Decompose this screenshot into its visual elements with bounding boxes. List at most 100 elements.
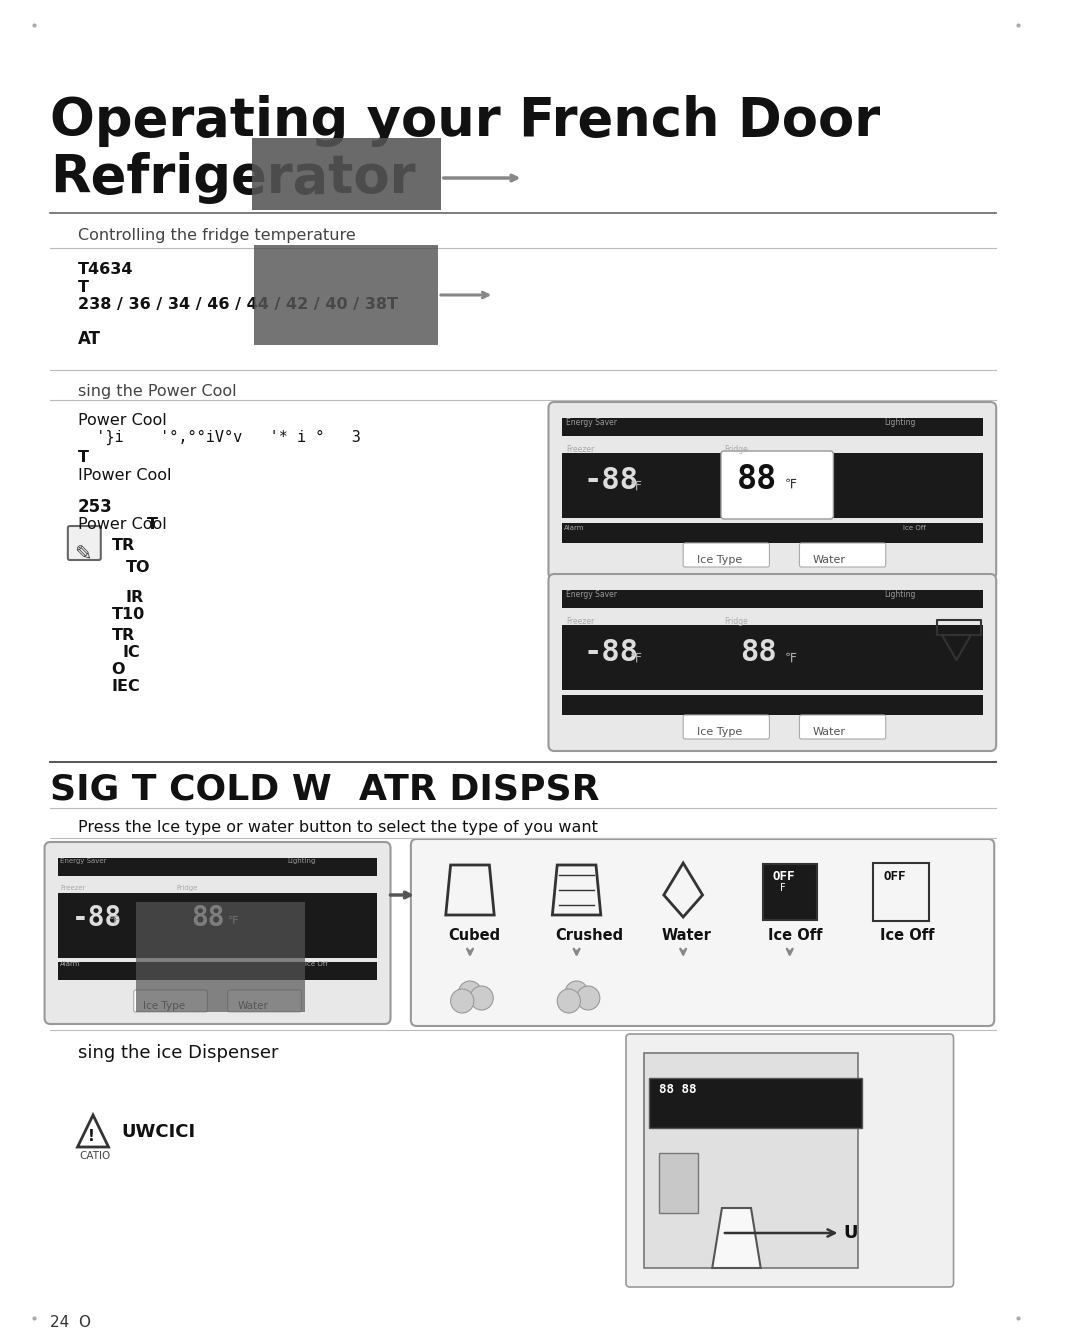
- FancyBboxPatch shape: [873, 864, 929, 921]
- Text: Power Cool: Power Cool: [78, 414, 166, 428]
- Text: TO: TO: [126, 560, 150, 575]
- Text: sing the Power Cool: sing the Power Cool: [78, 384, 237, 399]
- Text: Fridge: Fridge: [176, 885, 198, 890]
- Circle shape: [450, 988, 474, 1013]
- Text: UWCICI: UWCICI: [121, 1123, 195, 1142]
- Text: ℉: ℉: [630, 479, 642, 493]
- Text: ℉: ℉: [785, 478, 797, 492]
- Text: Alarm: Alarm: [564, 525, 584, 530]
- Text: Ice Off: Ice Off: [880, 928, 934, 943]
- Text: Energy Saver: Energy Saver: [60, 858, 107, 864]
- Text: Crushed: Crushed: [555, 928, 623, 943]
- Text: IR: IR: [126, 590, 145, 604]
- Bar: [252, 138, 441, 210]
- Text: Ice Off: Ice Off: [306, 962, 328, 967]
- Text: Water: Water: [662, 928, 712, 943]
- Text: IEC: IEC: [111, 680, 140, 694]
- Text: IPower Cool: IPower Cool: [78, 467, 171, 483]
- Text: Power Cool: Power Cool: [78, 517, 166, 532]
- FancyBboxPatch shape: [68, 526, 100, 560]
- Bar: [645, 1053, 858, 1268]
- Bar: [562, 522, 983, 543]
- Text: Water: Water: [813, 727, 846, 737]
- Text: -88: -88: [583, 638, 638, 667]
- Text: Ice Type: Ice Type: [697, 727, 742, 737]
- Text: SIG T COLD W: SIG T COLD W: [51, 772, 333, 806]
- Bar: [136, 902, 306, 1013]
- Bar: [562, 694, 983, 714]
- Text: Freezer: Freezer: [566, 445, 594, 454]
- Text: ℉: ℉: [108, 916, 119, 927]
- Bar: [659, 1154, 698, 1213]
- Text: OFF: OFF: [772, 870, 795, 882]
- Text: 24  O: 24 O: [51, 1315, 92, 1330]
- FancyBboxPatch shape: [549, 573, 996, 751]
- FancyBboxPatch shape: [799, 714, 886, 739]
- Text: Fridge: Fridge: [724, 616, 747, 626]
- Bar: [562, 418, 983, 436]
- Text: O: O: [111, 662, 125, 677]
- Text: Press the Ice type or water button to select the type of you want: Press the Ice type or water button to se…: [78, 821, 597, 835]
- Circle shape: [557, 988, 580, 1013]
- Bar: [58, 962, 377, 980]
- Text: 88: 88: [191, 904, 225, 932]
- Text: Lighting: Lighting: [883, 590, 915, 599]
- Text: ℉: ℉: [228, 916, 239, 927]
- Text: -88: -88: [583, 466, 638, 496]
- Text: '}i    '°,°°iV°v   '* i °   3: '}i '°,°°iV°v '* i ° 3: [78, 430, 361, 446]
- Circle shape: [458, 980, 482, 1005]
- Text: Lighting: Lighting: [883, 418, 915, 427]
- FancyBboxPatch shape: [410, 839, 995, 1026]
- Text: CATIO: CATIO: [80, 1151, 111, 1160]
- Text: F: F: [780, 882, 786, 893]
- Text: Ice Type: Ice Type: [144, 1001, 186, 1011]
- Text: Ice Type: Ice Type: [697, 555, 742, 565]
- Text: T: T: [78, 450, 89, 465]
- Bar: [58, 893, 377, 958]
- FancyBboxPatch shape: [684, 543, 769, 567]
- Text: Operating your French Door: Operating your French Door: [51, 95, 880, 146]
- Text: OFF: OFF: [883, 870, 906, 882]
- Circle shape: [470, 986, 494, 1010]
- Text: Ice Off: Ice Off: [769, 928, 823, 943]
- Text: sing the ice Dispenser: sing the ice Dispenser: [78, 1044, 278, 1062]
- Text: T: T: [147, 517, 159, 532]
- Text: 238 / 36 / 34 / 46 / 44 / 42 / 40 / 38T: 238 / 36 / 34 / 46 / 44 / 42 / 40 / 38T: [78, 297, 397, 312]
- Text: ✎: ✎: [73, 544, 91, 564]
- Text: TR: TR: [111, 629, 135, 643]
- Polygon shape: [712, 1207, 760, 1268]
- FancyBboxPatch shape: [44, 842, 391, 1023]
- Text: U: U: [725, 1223, 858, 1242]
- Text: 88 88: 88 88: [659, 1082, 697, 1096]
- Text: ATR DISPSR: ATR DISPSR: [359, 772, 599, 806]
- Text: T: T: [78, 279, 89, 295]
- Text: 88: 88: [737, 463, 777, 496]
- Text: -88: -88: [71, 904, 122, 932]
- Text: 88: 88: [741, 638, 778, 667]
- Text: Water: Water: [238, 1001, 268, 1011]
- Text: Cubed: Cubed: [448, 928, 501, 943]
- FancyBboxPatch shape: [684, 714, 769, 739]
- Text: Freezer: Freezer: [60, 885, 85, 890]
- Bar: [254, 244, 438, 345]
- FancyBboxPatch shape: [626, 1034, 954, 1287]
- Bar: [562, 453, 983, 518]
- Text: Energy Saver: Energy Saver: [566, 590, 617, 599]
- Text: !: !: [89, 1129, 95, 1144]
- FancyBboxPatch shape: [721, 451, 834, 518]
- Bar: [58, 858, 377, 876]
- Text: IC: IC: [122, 645, 139, 659]
- Text: AT: AT: [78, 330, 100, 348]
- Text: Fridge: Fridge: [724, 445, 747, 454]
- Text: T4634: T4634: [78, 262, 133, 277]
- Circle shape: [577, 986, 599, 1010]
- Bar: [762, 864, 816, 920]
- Text: Energy Saver: Energy Saver: [566, 418, 617, 427]
- Text: TR: TR: [111, 539, 135, 553]
- Text: Lighting: Lighting: [287, 858, 316, 864]
- Text: T10: T10: [111, 607, 145, 622]
- Bar: [562, 590, 983, 608]
- Text: 253: 253: [78, 498, 112, 516]
- Bar: [562, 624, 983, 690]
- Text: Water: Water: [813, 555, 846, 565]
